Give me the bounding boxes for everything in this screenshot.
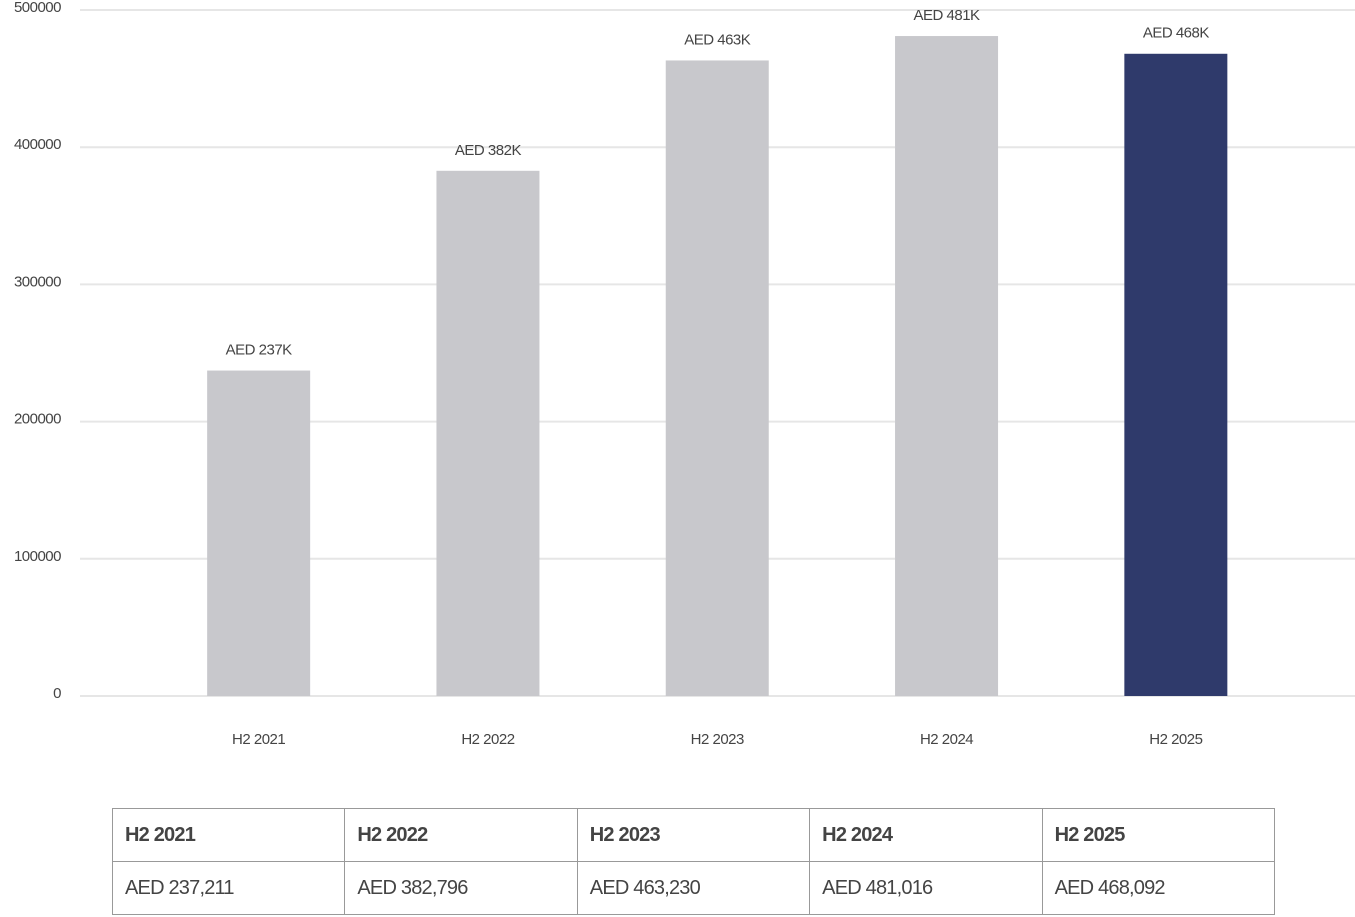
- y-tick-label: 100000: [14, 548, 61, 565]
- y-tick-label: 300000: [14, 273, 61, 290]
- table-cell: AED 237,211: [111, 861, 346, 915]
- y-tick-label: 200000: [14, 411, 61, 428]
- table-cell: AED 382,796: [344, 861, 578, 915]
- header-cell: H2 2024: [809, 808, 1043, 862]
- x-tick-label: H2 2023: [691, 731, 744, 748]
- bar: [1124, 53, 1228, 697]
- table-header: H2 2021 H2 2022 H2 2023 H2 2024 H2 2025: [111, 808, 1276, 862]
- value-label: AED 237K: [226, 342, 293, 359]
- y-tick-label: 0: [53, 685, 61, 702]
- bar: [207, 370, 311, 696]
- value-label: AED 468K: [1143, 25, 1210, 42]
- x-tick-label: H2 2021: [232, 731, 285, 748]
- table-cell: AED 463,230: [576, 861, 811, 915]
- chart: 0 100000 200000 300000 400000 500000 H2 2021 AE…: [14, 0, 1355, 748]
- value-label: AED 463K: [684, 31, 751, 48]
- bar: [436, 170, 540, 696]
- value-label: AED 481K: [914, 7, 981, 24]
- header-cell: H2 2025: [1041, 808, 1276, 862]
- data-table: H2 2021 H2 2022 H2 2023 H2 2024 H2 2025 AED …: [111, 808, 1276, 915]
- x-tick-label: H2 2025: [1149, 731, 1202, 748]
- header-cell: H2 2022: [344, 808, 578, 862]
- table-row: AED 237,211 AED 382,796 AED 463,230 AED 481…: [111, 861, 1276, 915]
- x-tick-label: H2 2024: [920, 731, 973, 748]
- value-label: AED 382K: [455, 142, 522, 159]
- y-tick-label: 500000: [14, 0, 61, 16]
- bar: [665, 60, 769, 697]
- table-cell: AED 468,092: [1041, 861, 1276, 915]
- header-cell: H2 2023: [576, 808, 811, 862]
- header-cell: H2 2021: [111, 808, 346, 862]
- table-cell: AED 481,016: [809, 861, 1043, 915]
- table-body: AED 237,211 AED 382,796 AED 463,230 AED 481…: [111, 861, 1276, 915]
- x-tick-label: H2 2022: [461, 731, 514, 748]
- bar: [895, 36, 999, 697]
- y-tick-label: 400000: [14, 136, 61, 153]
